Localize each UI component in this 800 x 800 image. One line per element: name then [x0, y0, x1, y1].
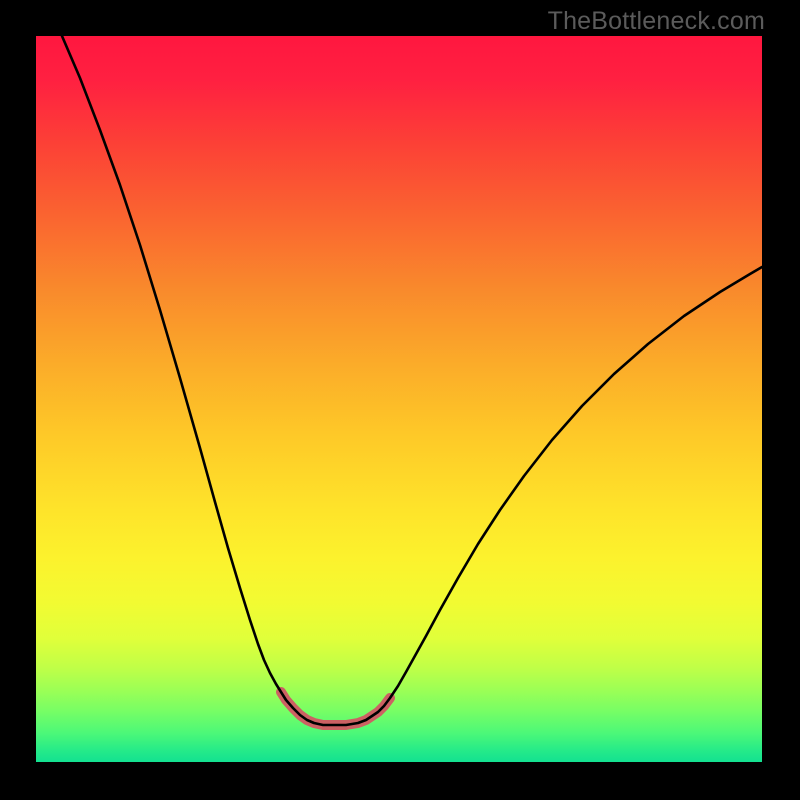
- chart-frame: TheBottleneck.com: [0, 0, 800, 800]
- watermark-label: TheBottleneck.com: [548, 7, 765, 36]
- curve-layer: [0, 0, 800, 800]
- bottleneck-curve: [62, 36, 762, 725]
- bottleneck-highlight-curve: [281, 692, 390, 725]
